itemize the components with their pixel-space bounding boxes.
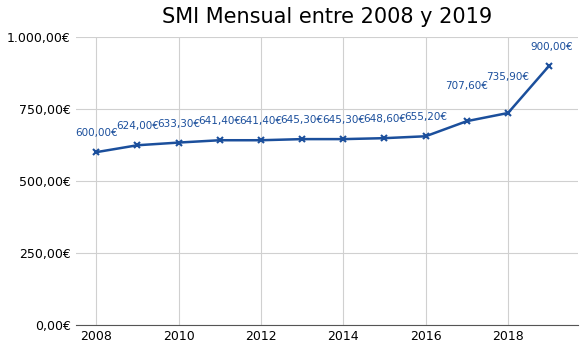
Text: 655,20€: 655,20€ [404,112,447,122]
Text: 600,00€: 600,00€ [75,128,118,138]
Text: 707,60€: 707,60€ [445,80,488,91]
Text: 624,00€: 624,00€ [116,121,159,131]
Text: 645,30€: 645,30€ [281,115,324,125]
Text: 645,30€: 645,30€ [322,115,365,125]
Title: SMI Mensual entre 2008 y 2019: SMI Mensual entre 2008 y 2019 [161,7,492,27]
Text: 633,30€: 633,30€ [157,119,200,129]
Text: 641,40€: 641,40€ [198,116,241,126]
Text: 735,90€: 735,90€ [487,72,529,83]
Text: 641,40€: 641,40€ [239,116,283,126]
Text: 648,60€: 648,60€ [363,114,406,124]
Text: 900,00€: 900,00€ [531,42,573,52]
